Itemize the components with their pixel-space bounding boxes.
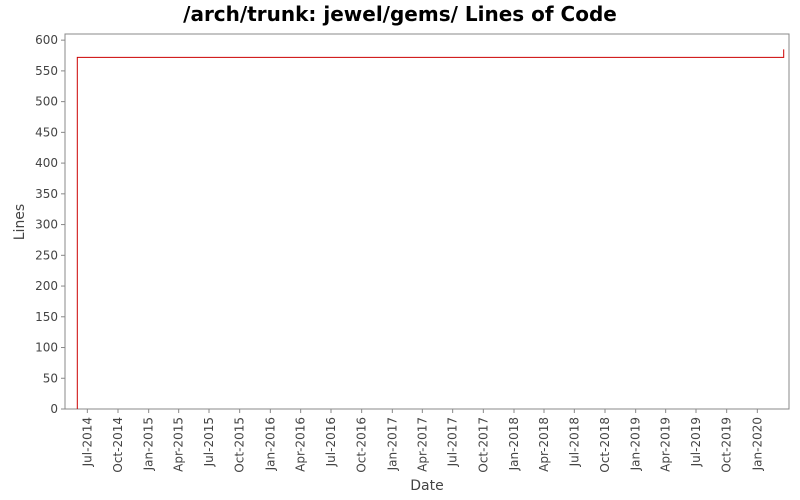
x-tick-label: Oct-2017 <box>476 417 490 473</box>
x-tick-label: Apr-2019 <box>659 417 673 472</box>
y-axis-label: Lines <box>12 204 28 240</box>
plot-area <box>64 33 790 410</box>
y-axis: 0 50 100 150 200 250 300 350 400 450 500 550 600 <box>35 33 65 416</box>
y-tick-label: 0 <box>50 402 58 416</box>
y-tick-label: 600 <box>35 33 58 47</box>
x-tick-label: Jan-2015 <box>142 417 156 471</box>
y-tick-label: 450 <box>35 125 58 139</box>
x-axis: Jul-2014 Oct-2014 Jan-2015 Apr-2015 Jul-2015… <box>80 409 764 473</box>
x-tick-label: Jul-2018 <box>567 417 581 467</box>
y-tick-label: 350 <box>35 187 58 201</box>
x-tick-label: Jul-2015 <box>202 417 216 467</box>
x-tick-label: Jul-2019 <box>689 417 703 467</box>
y-tick-label: 200 <box>35 279 58 293</box>
x-tick-label: Apr-2018 <box>537 417 551 472</box>
x-tick-label: Oct-2016 <box>355 417 369 473</box>
y-tick-label: 550 <box>35 64 58 78</box>
x-tick-label: Jan-2018 <box>507 417 521 471</box>
y-tick-label: 100 <box>35 341 58 355</box>
chart-title: /arch/trunk: jewel/gems/ Lines of Code <box>183 2 617 26</box>
series-line <box>76 49 785 409</box>
y-tick-label: 50 <box>43 371 58 385</box>
y-tick-label: 150 <box>35 310 58 324</box>
x-tick-label: Jan-2020 <box>750 417 764 471</box>
y-tick-label: 400 <box>35 156 58 170</box>
x-tick-label: Oct-2015 <box>233 417 247 473</box>
x-tick-label: Jan-2016 <box>263 417 277 471</box>
y-tick-label: 300 <box>35 218 58 232</box>
x-tick-label: Jan-2017 <box>385 417 399 471</box>
x-tick-label: Jul-2016 <box>324 417 338 467</box>
series-layer <box>76 49 785 409</box>
x-tick-label: Jan-2019 <box>629 417 643 471</box>
x-axis-label: Date <box>410 478 443 494</box>
x-tick-label: Apr-2015 <box>172 417 186 472</box>
x-tick-label: Oct-2019 <box>720 417 734 473</box>
x-tick-label: Jul-2017 <box>446 417 460 467</box>
x-tick-label: Apr-2016 <box>294 417 308 472</box>
x-tick-label: Oct-2018 <box>598 417 612 473</box>
y-tick-label: 250 <box>35 248 58 262</box>
y-tick-label: 500 <box>35 95 58 109</box>
x-tick-label: Jul-2014 <box>80 417 94 467</box>
x-tick-label: Apr-2017 <box>415 417 429 472</box>
x-tick-label: Oct-2014 <box>111 417 125 473</box>
